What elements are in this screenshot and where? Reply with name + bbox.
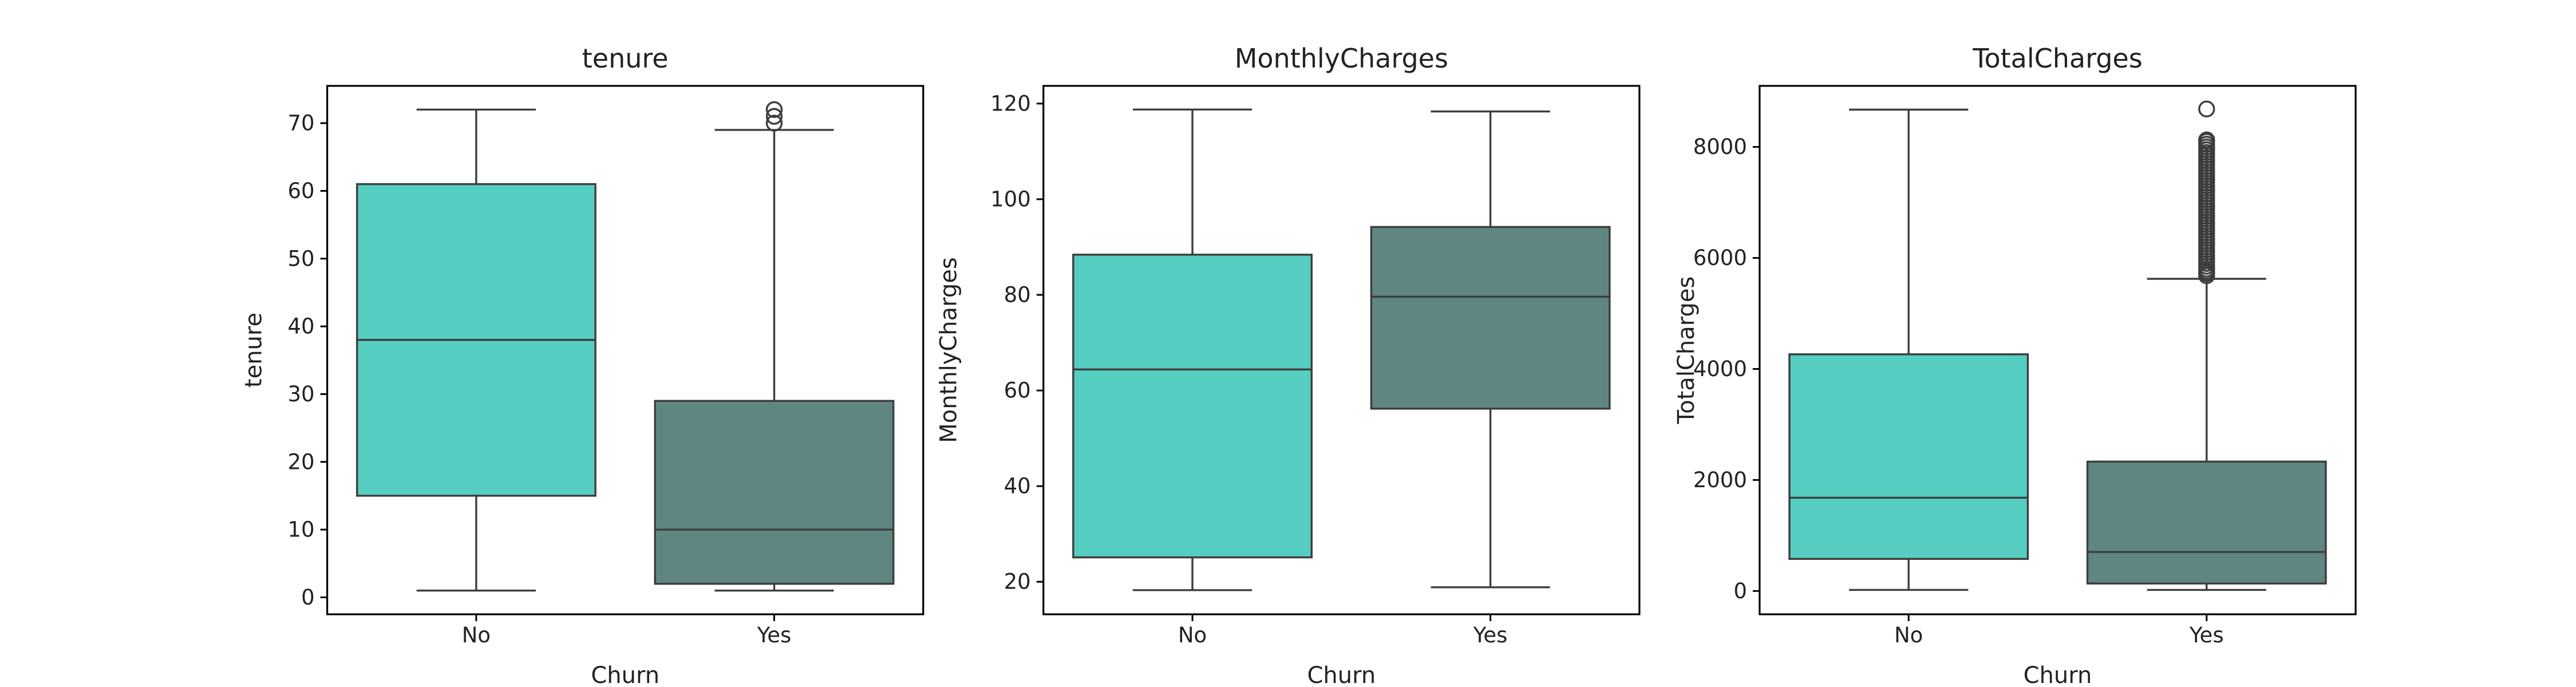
y-tick-label: 50 — [288, 246, 315, 271]
y-tick-label: 60 — [288, 179, 315, 203]
x-tick-label: No — [462, 623, 491, 647]
y-axis-label: TotalCharges — [1673, 277, 1700, 425]
x-tick-label: Yes — [2189, 623, 2224, 647]
iqr-box-no — [1072, 254, 1313, 559]
y-tick-label: 20 — [288, 449, 315, 474]
x-tick-label: No — [1894, 623, 1923, 647]
chart-title: MonthlyCharges — [1235, 43, 1448, 74]
outlier-point-yes — [2198, 100, 2215, 118]
axes-frame — [326, 85, 924, 615]
y-axis-label: tenure — [241, 313, 267, 388]
outlier-point-yes — [765, 101, 783, 119]
outlier-point-yes — [765, 114, 783, 132]
iqr-box-yes — [2086, 460, 2327, 585]
y-tick-label: 70 — [288, 111, 315, 136]
x-tick-label: Yes — [1473, 623, 1508, 647]
outlier-point-yes — [765, 108, 783, 125]
iqr-box-yes — [1370, 226, 1611, 410]
box-no — [1788, 108, 2029, 591]
x-axis-label: Churn — [1307, 662, 1376, 687]
y-tick-label: 10 — [288, 518, 315, 542]
y-tick-label: 40 — [288, 314, 315, 339]
x-tick-label: No — [1178, 623, 1207, 647]
outlier-point-yes — [2198, 131, 2215, 149]
y-axis-label: MonthlyCharges — [936, 257, 962, 443]
chart-title: TotalCharges — [1972, 43, 2142, 74]
y-tick-label: 40 — [1004, 474, 1031, 499]
iqr-box-yes — [654, 400, 895, 585]
box-no — [355, 108, 596, 592]
y-tick-label: 8000 — [1693, 135, 1747, 159]
y-tick-label: 80 — [1004, 283, 1031, 307]
box-yes — [2086, 100, 2327, 591]
axes-frame — [1042, 85, 1641, 615]
y-tick-label: 0 — [301, 585, 315, 610]
chart-panel-totalcharges: 0 2000 4000 6000 8000 No Yes TotalCharges Churn T… — [1673, 43, 2357, 687]
y-tick-label: 20 — [1004, 570, 1031, 594]
x-axis-label: Churn — [591, 662, 659, 687]
chart-title: tenure — [582, 43, 669, 74]
chart-panel-monthlycharges: 20 40 60 80 100 120 No Yes MonthlyCharges Churn Mo… — [936, 43, 1641, 687]
y-tick-label: 2000 — [1693, 468, 1747, 492]
y-tick-label: 4000 — [1693, 357, 1747, 381]
box-yes — [654, 101, 895, 592]
y-tick-label: 0 — [1733, 579, 1747, 603]
y-tick-label: 60 — [1004, 378, 1031, 403]
box-no — [1072, 108, 1313, 591]
y-tick-label: 6000 — [1693, 246, 1747, 270]
box-yes — [1370, 110, 1611, 589]
y-tick-label: 30 — [288, 382, 315, 406]
iqr-box-no — [1788, 353, 2029, 560]
y-tick-label: 100 — [990, 187, 1031, 211]
y-tick-label: 120 — [990, 91, 1031, 116]
x-tick-label: Yes — [757, 623, 792, 647]
x-axis-label: Churn — [2024, 662, 2092, 687]
chart-panel-tenure: 0 10 20 30 40 50 60 70 No Yes tenure Churn tenure — [241, 43, 924, 687]
axes-frame — [1759, 85, 2357, 615]
